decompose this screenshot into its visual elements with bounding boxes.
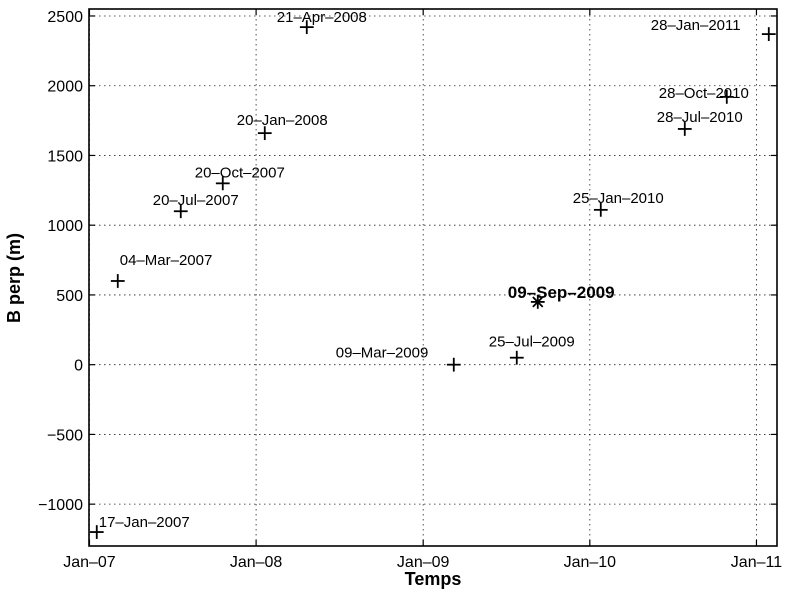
x-tick-label: Jan–08 <box>230 554 283 571</box>
point-label: 21–Apr–2008 <box>277 9 367 26</box>
point-label: 20–Jul–2007 <box>153 192 239 209</box>
y-tick-label: 2000 <box>47 79 83 96</box>
y-tick-label: −500 <box>47 427 83 444</box>
points-layer: 17–Jan–2007 04–Mar–2007 20–Jul–2007 20–Oct–… <box>91 9 775 538</box>
x-axis-title: Temps <box>405 569 462 589</box>
point-label: 28–Oct–2010 <box>659 85 749 102</box>
y-tick-label: 1000 <box>47 218 83 235</box>
y-tick-label: 1500 <box>47 148 83 165</box>
data-point: 20–Oct–2007 <box>195 164 285 189</box>
data-point: 28–Jan–2011 <box>651 17 775 40</box>
data-point: 25–Jan–2010 <box>573 190 664 216</box>
y-tick-labels: −1000 −500 0 500 1000 1500 2000 2500 <box>38 9 83 514</box>
point-label: 25–Jul–2009 <box>489 334 575 351</box>
point-label: 20–Jan–2008 <box>237 112 328 129</box>
x-tick-label: Jan–07 <box>63 554 116 571</box>
data-point: 20–Jan–2008 <box>237 112 328 139</box>
data-point: 28–Oct–2010 <box>659 85 749 103</box>
x-tick-label: Jan–10 <box>564 554 617 571</box>
data-point: 25–Jul–2009 <box>489 334 575 364</box>
y-tick-label: −1000 <box>38 497 83 514</box>
point-label: 09–Sep–2009 <box>508 283 615 302</box>
data-point: 28–Jul–2010 <box>657 109 743 135</box>
data-point: 17–Jan–2007 <box>91 514 190 538</box>
point-label: 09–Mar–2009 <box>336 345 429 362</box>
y-tick-label: 0 <box>74 358 83 375</box>
point-label: 28–Jan–2011 <box>651 17 741 34</box>
point-label: 17–Jan–2007 <box>99 514 190 531</box>
y-tick-label: 500 <box>56 288 83 305</box>
point-label: 28–Jul–2010 <box>657 109 743 126</box>
x-tick-label: Jan–11 <box>731 554 782 571</box>
data-point: 21–Apr–2008 <box>277 9 367 33</box>
y-tick-label: 2500 <box>47 9 83 26</box>
y-axis-title: B perp (m) <box>4 233 24 323</box>
data-point-highlighted: 09–Sep–2009 <box>508 283 615 308</box>
point-label: 04–Mar–2007 <box>120 252 213 269</box>
data-point: 09–Mar–2009 <box>336 345 460 371</box>
data-point: 20–Jul–2007 <box>153 192 239 217</box>
data-point: 04–Mar–2007 <box>112 252 213 287</box>
point-label: 25–Jan–2010 <box>573 190 664 207</box>
point-label: 20–Oct–2007 <box>195 164 285 181</box>
